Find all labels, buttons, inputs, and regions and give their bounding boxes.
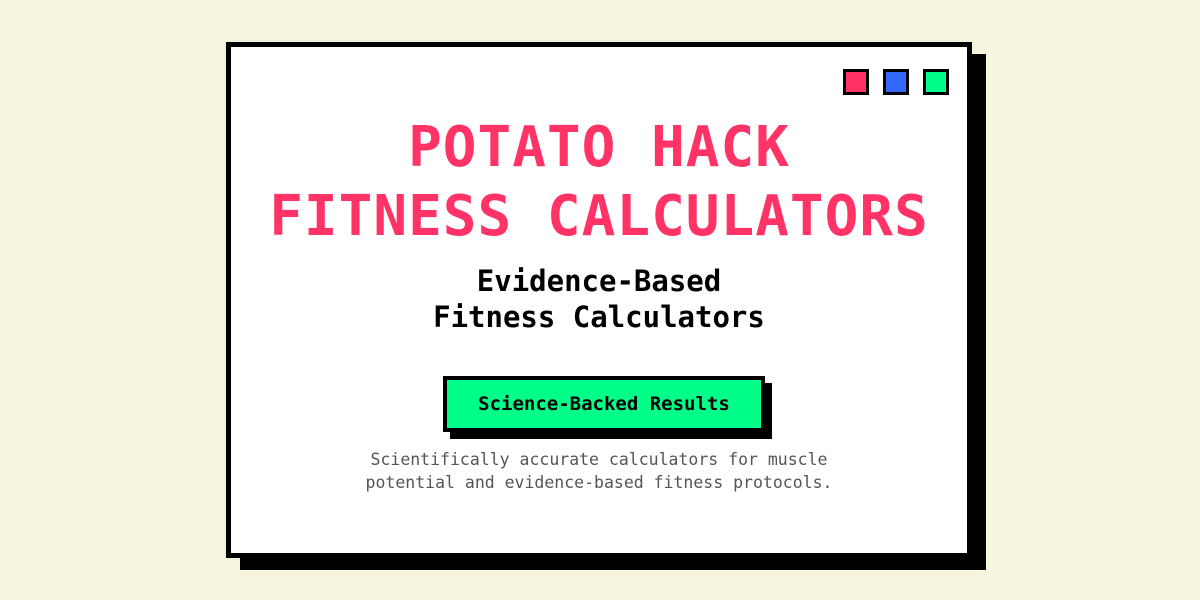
description-text: Scientifically accurate calculators for … [231,448,967,494]
page-subtitle: Evidence-Based Fitness Calculators [231,263,967,335]
title-line-1: POTATO HACK [408,115,790,180]
title-line-2: FITNESS CALCULATORS [269,184,929,249]
red-square-icon [843,69,869,95]
window-controls [843,69,949,95]
description-line-1: Scientifically accurate calculators for … [370,450,828,469]
page-title: POTATO HACK FITNESS CALCULATORS [231,113,967,251]
badge-wrapper: Science-Backed Results [443,376,777,439]
blue-square-icon [883,69,909,95]
science-backed-results-button[interactable]: Science-Backed Results [443,376,765,432]
green-square-icon [923,69,949,95]
subtitle-line-2: Fitness Calculators [433,300,765,334]
description-line-2: potential and evidence-based fitness pro… [365,473,833,492]
hero-card: POTATO HACK FITNESS CALCULATORS Evidence… [226,42,972,558]
subtitle-line-1: Evidence-Based [476,264,722,298]
